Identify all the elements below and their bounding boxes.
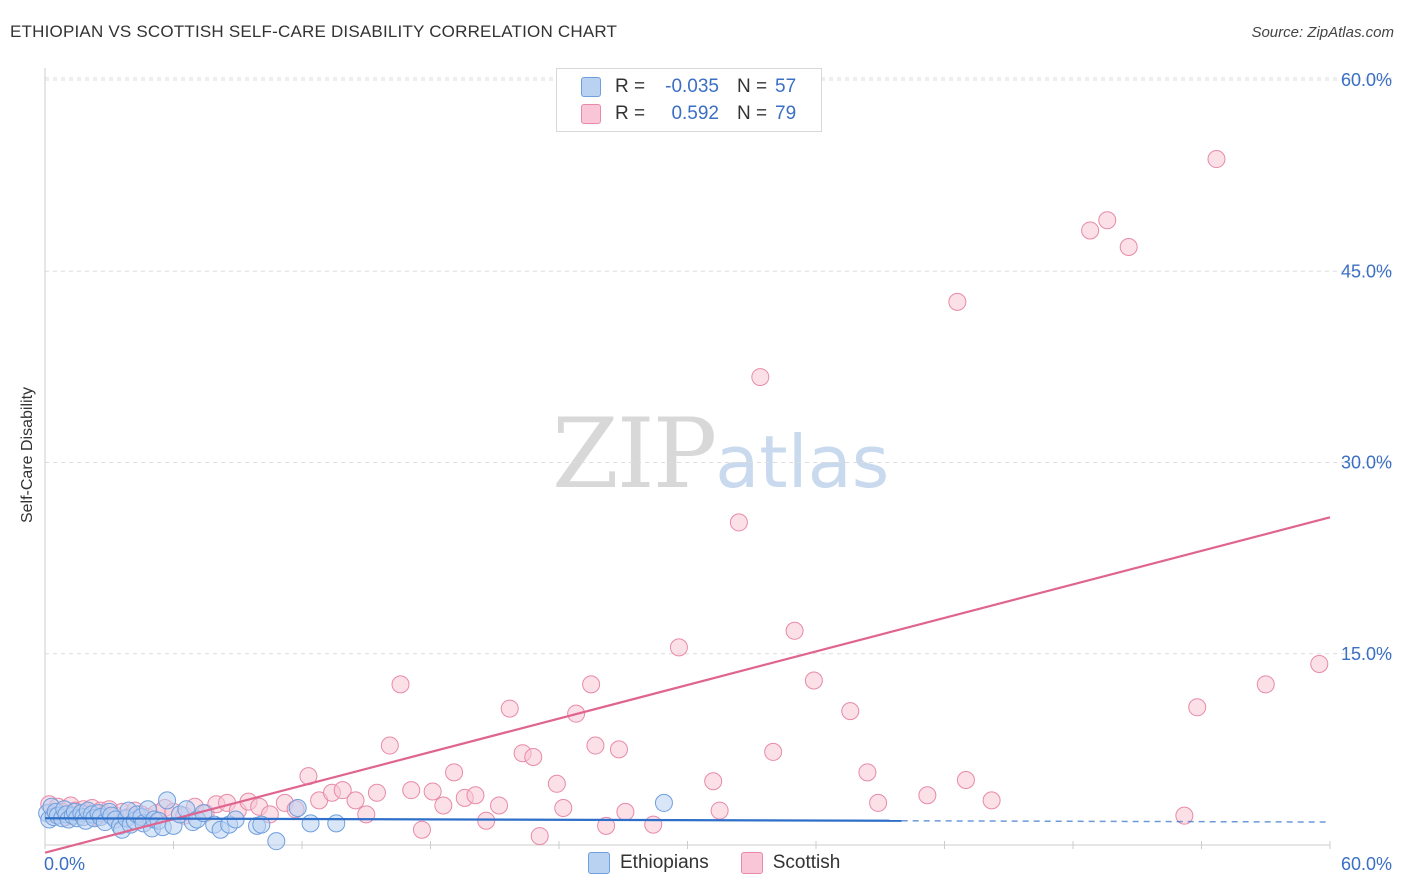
scottish-trend-line (44, 516, 1331, 854)
legend-swatch-ethiopians (581, 77, 601, 97)
scottish-point (869, 793, 888, 812)
legend-label-scottish: Scottish (772, 852, 841, 873)
trend-lines (44, 516, 1331, 854)
scottish-point (609, 740, 628, 759)
scottish-point (1207, 150, 1226, 169)
ethiopian-point (301, 814, 320, 833)
scottish-point (1310, 654, 1329, 673)
scottish-point (530, 827, 549, 846)
legend-swatch-scottish (581, 104, 601, 124)
scottish-point (956, 770, 975, 789)
y-tick-label: 45.0% (1341, 261, 1392, 281)
scottish-point (1256, 675, 1275, 694)
scottish-point (858, 763, 877, 782)
correlation-legend: R = -0.035 N = 57 R = 0.592 N = 79 (556, 68, 822, 132)
y-tick-label: 15.0% (1341, 644, 1392, 664)
legend-item-scottish[interactable]: Scottish (740, 852, 841, 874)
scottish-point (751, 368, 770, 387)
scottish-point (490, 796, 509, 815)
scottish-point (547, 774, 566, 793)
scottish-point (1081, 221, 1100, 240)
ethiopian-point (158, 791, 177, 810)
legend-item-ethiopians[interactable]: Ethiopians (588, 852, 709, 874)
ethiopian-point (252, 815, 271, 834)
scottish-point (402, 781, 421, 800)
legend-r-label: R = (615, 103, 646, 124)
legend-r-label: R = (615, 76, 646, 97)
ethiopian-point (288, 799, 307, 818)
scottish-point (597, 816, 616, 835)
scottish-point (1175, 806, 1194, 825)
scottish-point (785, 621, 804, 640)
scottish-point (1188, 698, 1207, 717)
scottish-point (434, 796, 453, 815)
scottish-point (704, 772, 723, 791)
scottish-point (729, 513, 748, 532)
scottish-point (948, 292, 967, 311)
tick-labels: 15.0% 30.0% 45.0% 60.0% 0.0% 60.0% (44, 70, 1392, 874)
scottish-point (391, 675, 410, 694)
legend-n-value: 79 (775, 103, 797, 124)
scottish-point (582, 675, 601, 694)
scottish-point (346, 791, 365, 810)
scottish-point (982, 791, 1001, 810)
scottish-point (764, 742, 783, 761)
grid-lines (45, 77, 1392, 655)
scottish-point (333, 781, 352, 800)
scottish-point (804, 671, 823, 690)
axes (44, 68, 1331, 849)
ethiopian-trend-extension (901, 820, 1331, 823)
scottish-point (1098, 211, 1117, 230)
source-label: Source: ZipAtlas.com (1251, 24, 1394, 41)
scottish-point (1119, 238, 1138, 257)
x-tick-label-max: 60.0% (1341, 854, 1392, 874)
legend-n-value: 57 (775, 76, 797, 97)
scottish-point (412, 820, 431, 839)
ethiopian-point (327, 814, 346, 833)
scottish-points (40, 150, 1329, 846)
scottish-point (445, 763, 464, 782)
scottish-point (841, 702, 860, 721)
ethiopian-point (654, 793, 673, 812)
legend-row-scottish: R = 0.592 N = 79 (581, 102, 796, 126)
scottish-point (423, 782, 442, 801)
scottish-point (710, 801, 729, 820)
legend-r-value: 0.592 (671, 103, 719, 124)
scottish-point (367, 783, 386, 802)
legend-swatch-ethiopians (588, 852, 610, 874)
scottish-point (554, 799, 573, 818)
y-tick-label: 30.0% (1341, 453, 1392, 473)
x-tick-label-min: 0.0% (44, 854, 85, 874)
legend-label-ethiopians: Ethiopians (620, 852, 709, 873)
scottish-point (918, 786, 937, 805)
scottish-point (380, 736, 399, 755)
ethiopian-trend-line (44, 817, 902, 822)
watermark: ZIPatlas (552, 398, 889, 510)
scottish-point (616, 802, 635, 821)
scottish-point (466, 786, 485, 805)
scottish-point (586, 736, 605, 755)
scottish-point (477, 811, 496, 830)
legend-r-value: -0.035 (665, 76, 719, 97)
scottish-point (644, 815, 663, 834)
legend-row-ethiopians: R = -0.035 N = 57 (581, 75, 796, 99)
legend-n-label: N = (737, 103, 768, 124)
series-legend: Ethiopians Scottish (588, 852, 872, 874)
scottish-point (500, 699, 519, 718)
scottish-point (524, 748, 543, 767)
legend-swatch-scottish (740, 852, 763, 874)
scottish-point (357, 805, 376, 824)
ethiopian-point (267, 832, 286, 851)
chart-title: ETHIOPIAN VS SCOTTISH SELF-CARE DISABILI… (10, 22, 618, 41)
watermark-zip: ZIP (552, 398, 717, 510)
scottish-point (669, 638, 688, 657)
legend-n-label: N = (737, 76, 768, 97)
y-tick-label: 60.0% (1341, 70, 1392, 90)
